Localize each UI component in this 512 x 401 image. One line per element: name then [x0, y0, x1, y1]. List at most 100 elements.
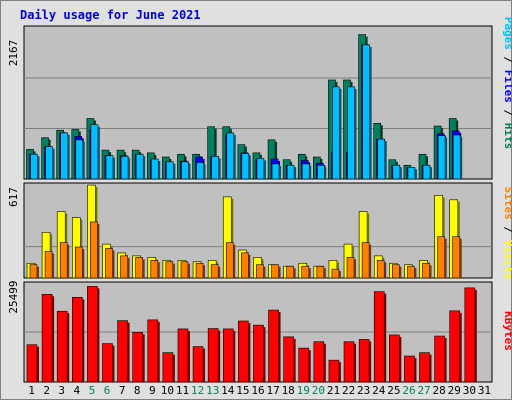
bar-kbytes-day-26-shadow: [414, 358, 417, 382]
bar-pages-day-23: [362, 44, 370, 180]
bar-kbytes-day-18: [283, 336, 294, 383]
bar-pages-day-29: [452, 134, 461, 180]
bar-sites-day-21-shadow: [338, 271, 341, 278]
bar-kbytes-day-20-shadow: [323, 343, 326, 382]
bar-kbytes-day-13-shadow: [218, 330, 221, 382]
bar-kbytes-day-18-shadow: [293, 338, 296, 382]
bar-kbytes-day-11-shadow: [187, 330, 190, 382]
bar-pages-day-25-shadow: [399, 167, 402, 179]
bar-kbytes-day-24-shadow: [384, 293, 387, 382]
bar-sites-day-9-shadow: [157, 262, 160, 278]
bar-sites-day-21: [331, 268, 340, 279]
bar-kbytes-day-7-shadow: [127, 322, 130, 382]
bar-sites-day-16-shadow: [263, 266, 266, 278]
bar-pages-day-10: [166, 161, 174, 180]
chart-title: Daily usage for June 2021: [20, 8, 201, 22]
x-tick-label-day-11: 11: [176, 384, 189, 397]
bar-sites-day-23: [361, 242, 370, 279]
bar-kbytes-day-3: [56, 310, 68, 383]
bar-kbytes-day-7: [117, 320, 128, 383]
bar-pages-day-4-shadow: [82, 141, 85, 179]
bar-visits-day-14-shadow: [231, 198, 234, 278]
bar-sites-day-27: [422, 262, 430, 279]
bar-pages-day-19: [301, 163, 310, 180]
bar-sites-day-9: [150, 260, 159, 279]
bar-pages-day-27-shadow: [430, 167, 433, 179]
bar-pages-day-22-shadow: [354, 88, 357, 179]
x-tick-label-day-9: 9: [149, 384, 156, 397]
bar-pages-day-6-shadow: [112, 157, 115, 179]
bar-sites-day-19: [301, 265, 310, 279]
bar-kbytes-day-23-shadow: [369, 341, 372, 382]
x-tick-label-day-20: 20: [312, 384, 325, 397]
panel-top-scale-label: 2167: [7, 40, 20, 67]
bar-kbytes-day-6-shadow: [112, 345, 115, 382]
x-tick-label-day-21: 21: [327, 384, 340, 397]
bar-pages-day-3: [60, 132, 68, 180]
bar-sites-day-26: [407, 265, 415, 279]
bar-pages-day-6: [105, 155, 114, 180]
bar-hits-day-13-shadow: [214, 128, 217, 179]
bar-kbytes-day-15: [238, 320, 249, 383]
bar-kbytes-day-5-shadow: [97, 288, 100, 382]
bar-kbytes-day-4: [71, 296, 83, 383]
bar-kbytes-day-2: [41, 293, 53, 383]
bar-sites-day-15-shadow: [248, 254, 251, 278]
bar-kbytes-day-26: [404, 355, 415, 383]
bar-sites-day-3-shadow: [67, 244, 70, 278]
bar-sites-day-8: [135, 257, 143, 279]
x-tick-label-day-26: 26: [402, 384, 415, 397]
bar-kbytes-day-30: [464, 287, 476, 383]
bar-kbytes-day-10: [162, 352, 174, 383]
bar-kbytes-day-25-shadow: [399, 336, 402, 382]
bar-sites-day-27-shadow: [429, 265, 432, 278]
bar-kbytes-day-16: [253, 324, 264, 383]
bar-sites-day-3: [59, 242, 68, 279]
bar-kbytes-day-8-shadow: [142, 334, 145, 382]
bar-sites-day-20-shadow: [323, 268, 326, 278]
x-tick-label-day-28: 28: [433, 384, 446, 397]
x-tick-label-day-14: 14: [221, 384, 235, 397]
bar-kbytes-day-10-shadow: [172, 354, 175, 382]
x-tick-label-day-22: 22: [342, 384, 355, 397]
bar-kbytes-day-17-shadow: [278, 312, 281, 382]
x-tick-label-day-6: 6: [104, 384, 111, 397]
bar-kbytes-day-29-shadow: [459, 312, 462, 382]
bar-kbytes-day-21-shadow: [338, 362, 341, 382]
x-tick-label-day-1: 1: [28, 384, 35, 397]
bar-sites-day-11-shadow: [187, 263, 190, 278]
x-tick-label-day-12: 12: [191, 384, 204, 397]
bar-kbytes-day-3-shadow: [67, 313, 70, 382]
panel-bottom-scale-label: 25499: [7, 280, 20, 313]
bar-pages-day-16: [256, 158, 265, 180]
bar-pages-day-10-shadow: [173, 163, 176, 179]
panel-top-series-label: Pages / Files / Hits: [502, 17, 512, 150]
bar-sites-day-23-shadow: [369, 244, 372, 278]
bar-kbytes-day-30-shadow: [474, 289, 477, 382]
x-tick-label-day-24: 24: [372, 384, 386, 397]
bar-sites-day-17: [271, 264, 279, 279]
panel-middle-scale-label: 617: [7, 187, 20, 207]
bar-pages-day-14: [226, 132, 235, 180]
bar-pages-day-7-shadow: [128, 158, 131, 179]
bar-sites-day-1: [29, 264, 38, 279]
bar-pages-day-15: [241, 153, 250, 180]
bar-sites-day-18: [286, 265, 294, 279]
x-tick-label-day-31: 31: [478, 384, 491, 397]
bar-pages-day-20-shadow: [324, 167, 327, 179]
bar-kbytes-day-22: [343, 341, 355, 383]
bar-sites-day-22: [346, 257, 355, 279]
bar-kbytes-day-19-shadow: [308, 350, 311, 382]
x-tick-label-day-15: 15: [236, 384, 249, 397]
bar-pages-day-2: [45, 146, 53, 180]
bar-pages-day-28-shadow: [445, 137, 448, 179]
bar-pages-day-12: [196, 162, 204, 180]
bar-pages-day-9: [150, 158, 159, 180]
bar-kbytes-day-20: [313, 341, 325, 383]
bar-kbytes-day-8: [132, 332, 143, 383]
bar-sites-day-10: [165, 261, 174, 279]
bar-pages-day-26-shadow: [414, 169, 417, 179]
bar-sites-day-4-shadow: [82, 249, 85, 278]
x-tick-label-day-2: 2: [43, 384, 50, 397]
